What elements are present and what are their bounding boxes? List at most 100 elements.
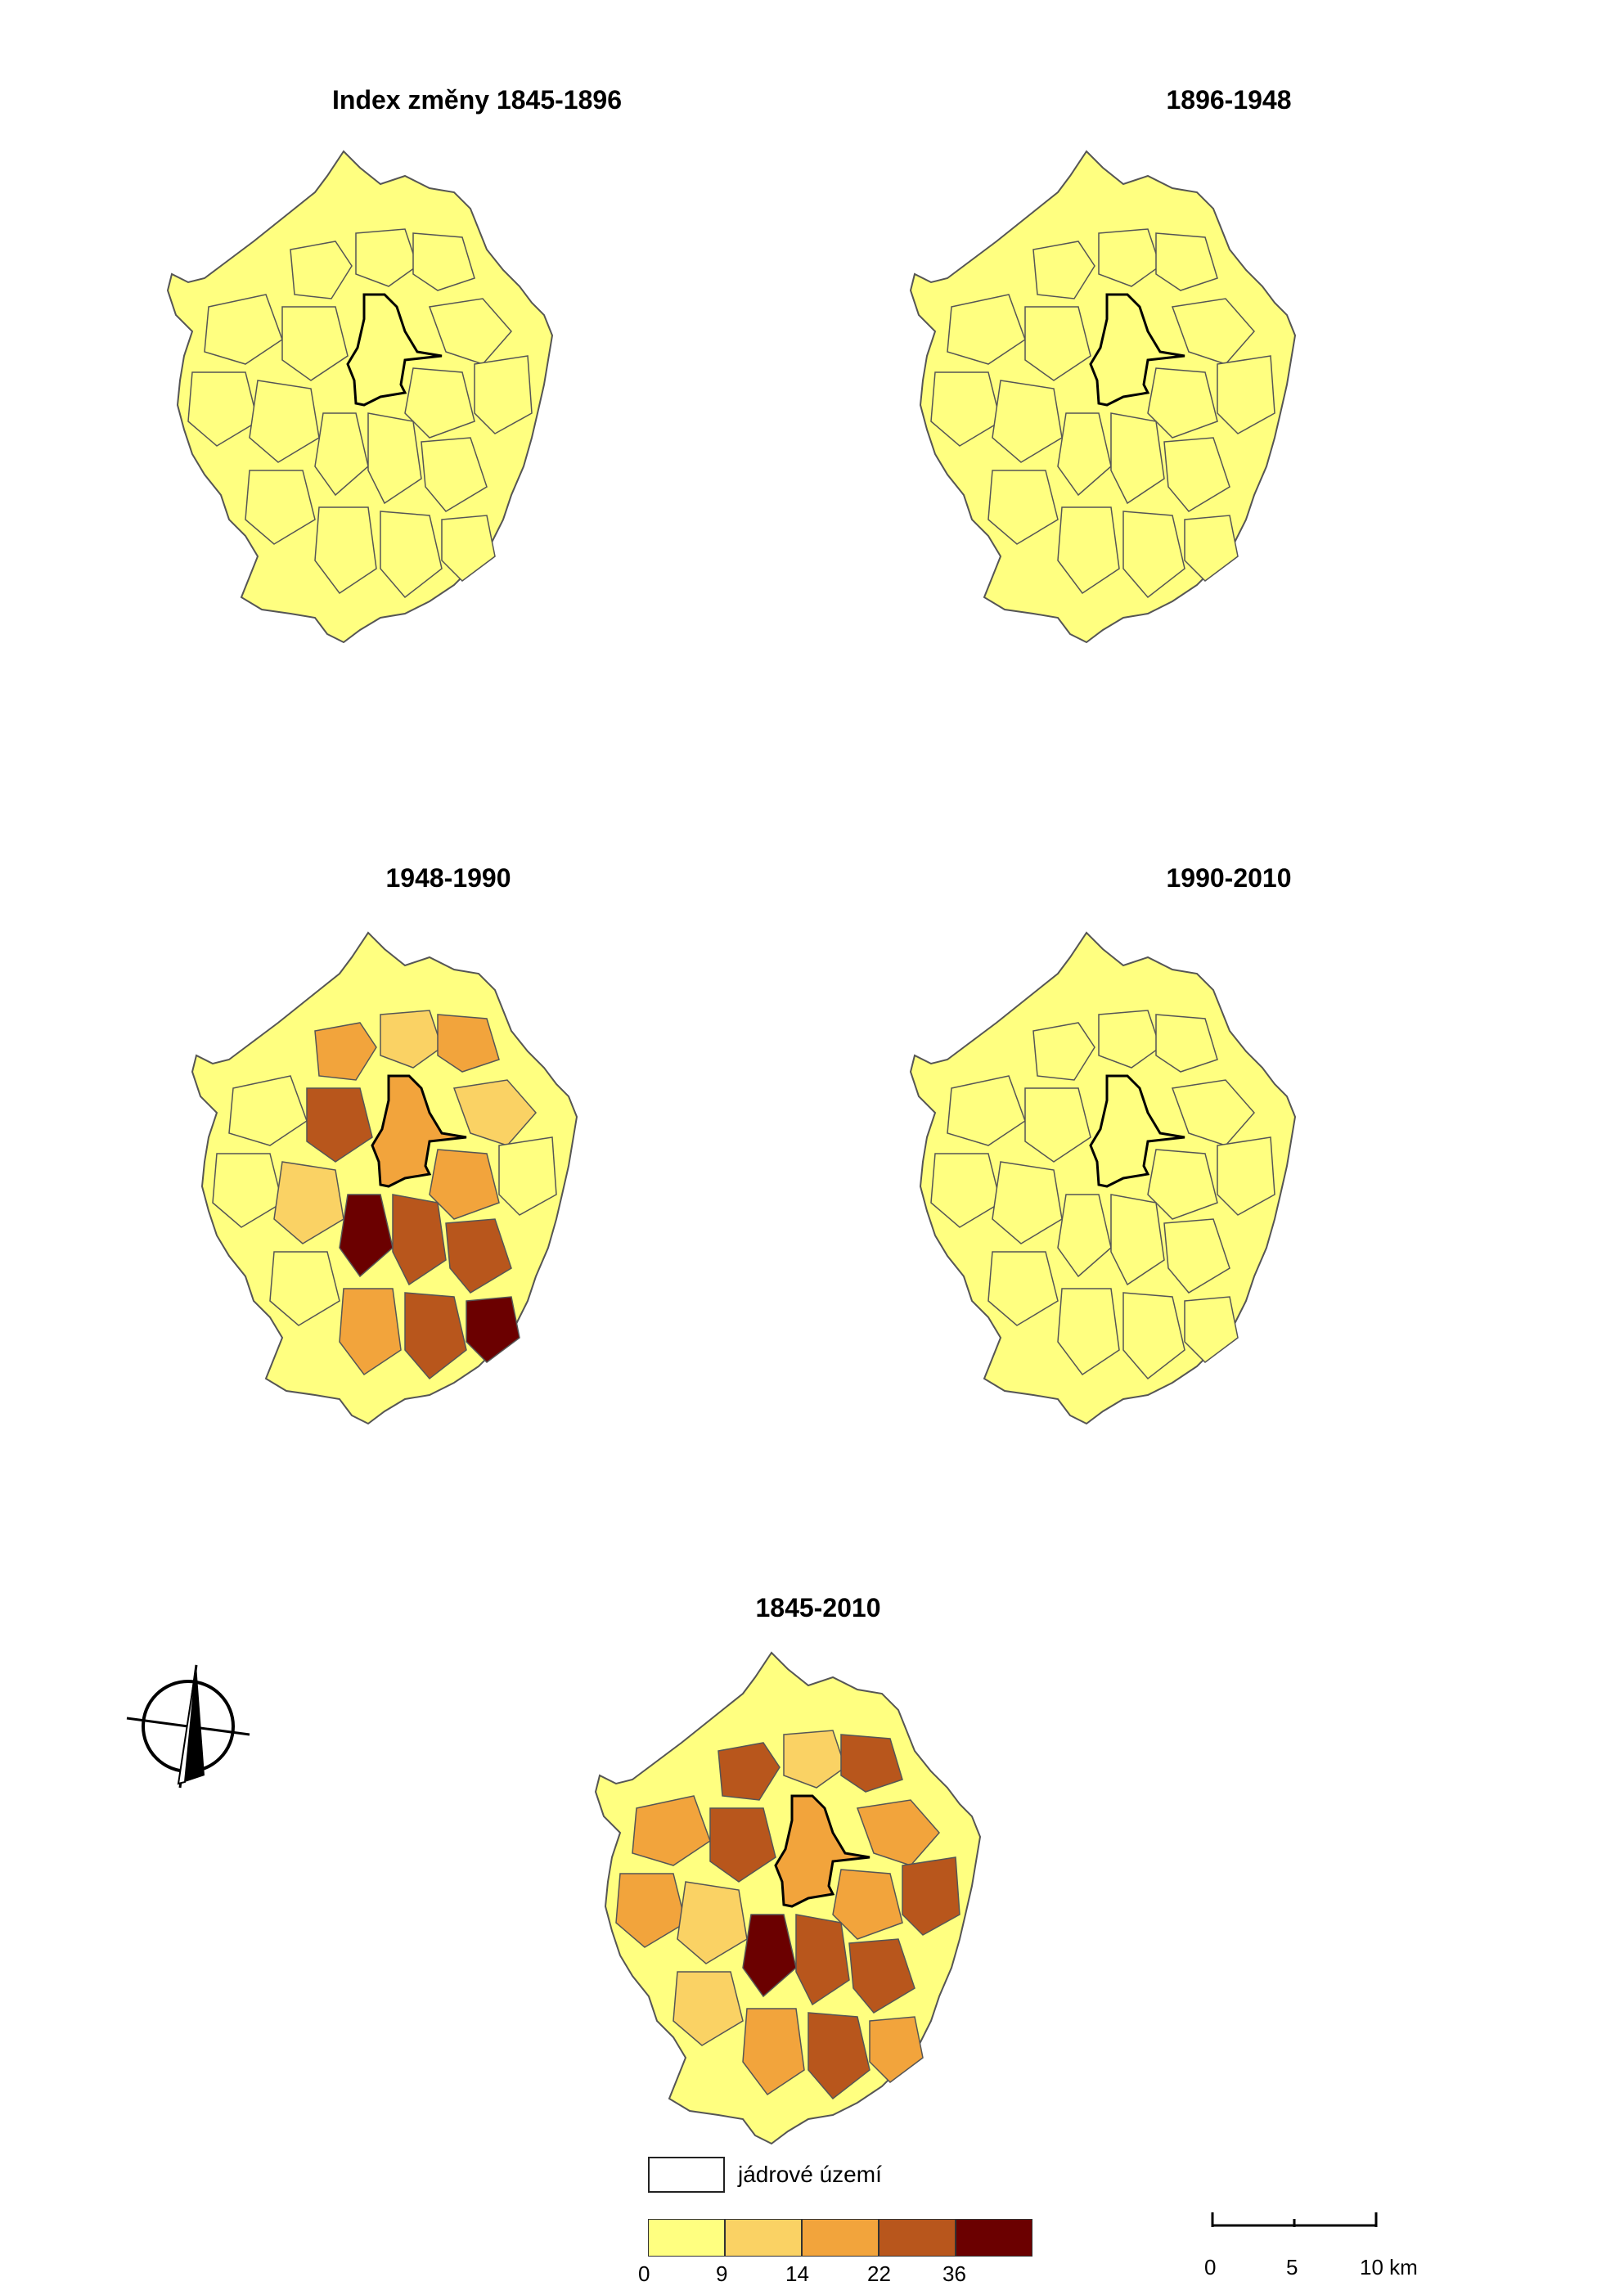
municipality-r4 (228, 1075, 308, 1146)
municipality-r14 (987, 1251, 1059, 1326)
municipality-r11 (314, 412, 369, 497)
legend-break-9: 9 (716, 2261, 728, 2286)
municipality-r11 (1057, 1194, 1112, 1278)
municipality-r10 (1217, 1136, 1275, 1216)
municipality-r9 (429, 1149, 500, 1220)
municipality-r4 (632, 1795, 711, 1866)
legend-class-swatch (725, 2219, 802, 2257)
municipality-r1 (314, 1022, 377, 1081)
municipality-r16 (1122, 511, 1185, 599)
municipality-r13 (1163, 437, 1230, 512)
municipality-r15 (1057, 1288, 1120, 1376)
municipality-r15 (742, 2008, 805, 2096)
municipality-r10 (1217, 355, 1275, 434)
map-1896-1948 (909, 150, 1297, 644)
municipality-r6 (856, 1799, 940, 1866)
map-1948-1990 (191, 931, 578, 1425)
municipality-r3 (412, 232, 475, 291)
map-1845-1896 (166, 150, 554, 644)
municipality-r16 (404, 1292, 467, 1380)
municipality-r13 (445, 1218, 512, 1294)
municipality-r6 (1171, 298, 1255, 365)
municipality-r5 (1024, 306, 1091, 381)
map-1990-2010 (909, 931, 1297, 1425)
municipality-r1 (290, 241, 353, 299)
legend-core-area-swatch (648, 2157, 725, 2193)
map-title-1845-1896: Index změny 1845-1896 (332, 85, 622, 115)
municipality-r16 (1122, 1292, 1185, 1380)
municipality-r14 (673, 1971, 744, 2046)
legend-break-14: 14 (785, 2261, 809, 2286)
municipality-r15 (314, 506, 377, 595)
municipality-r5 (709, 1807, 776, 1883)
municipality-r5 (306, 1087, 373, 1163)
municipality-r9 (1147, 367, 1218, 439)
municipality-r5 (1024, 1087, 1091, 1163)
municipality-r11 (339, 1194, 394, 1278)
municipality-r17 (1184, 515, 1239, 582)
municipality-r6 (1171, 1079, 1255, 1146)
municipality-r14 (245, 470, 316, 545)
map-title-1896-1948: 1896-1948 (1166, 85, 1292, 115)
municipality-r15 (1057, 506, 1120, 595)
municipality-r1 (1032, 241, 1095, 299)
municipality-r10 (902, 1856, 960, 1936)
legend-break-36: 36 (942, 2261, 966, 2286)
municipality-r7 (212, 1153, 283, 1228)
municipality-r15 (339, 1288, 402, 1376)
legend-class-swatch (956, 2219, 1032, 2257)
municipality-r8 (273, 1161, 344, 1244)
municipality-r4 (204, 294, 283, 365)
municipality-r9 (404, 367, 475, 439)
municipality-r12 (367, 412, 422, 505)
municipality-r17 (466, 1296, 520, 1363)
municipality-r10 (474, 355, 533, 434)
scale-bar (1211, 2212, 1378, 2227)
municipality-r7 (615, 1873, 686, 1948)
legend-class-swatch (802, 2219, 879, 2257)
legend-class-swatch (648, 2219, 725, 2257)
municipality-r6 (428, 298, 512, 365)
municipality-r5 (281, 306, 349, 381)
municipality-r13 (421, 437, 488, 512)
map-title-1845-2010: 1845-2010 (755, 1593, 881, 1622)
municipality-r11 (742, 1914, 797, 1998)
municipality-r7 (930, 1153, 1001, 1228)
core-area-outline (346, 293, 443, 407)
municipality-r17 (441, 515, 496, 582)
scale-tick-0: 0 (1204, 2255, 1217, 2279)
scale-tick-10: 10 km (1360, 2255, 1418, 2279)
core-area-outline (774, 1794, 870, 1908)
scale-tick-5: 5 (1286, 2255, 1298, 2279)
municipality-r4 (947, 1075, 1026, 1146)
municipality-r2 (1098, 228, 1161, 287)
core-area-outline (1089, 293, 1185, 407)
map-1845-2010 (594, 1651, 982, 2145)
municipality-r10 (498, 1136, 557, 1216)
municipality-r16 (808, 2012, 870, 2100)
municipality-r2 (380, 1010, 443, 1069)
map-title-1990-2010: 1990-2010 (1166, 863, 1292, 893)
legend-class-swatch (879, 2219, 956, 2257)
municipality-r1 (1032, 1022, 1095, 1081)
municipality-r3 (437, 1014, 500, 1073)
municipality-r17 (1184, 1296, 1239, 1363)
municipality-r14 (269, 1251, 340, 1326)
municipality-r13 (1163, 1218, 1230, 1294)
municipality-r3 (840, 1734, 903, 1793)
municipality-r17 (869, 2016, 924, 2083)
municipality-r8 (992, 1161, 1063, 1244)
municipality-r2 (1098, 1010, 1161, 1069)
legend-break-22: 22 (867, 2261, 891, 2286)
map-title-1948-1990: 1948-1990 (385, 863, 511, 893)
municipality-r12 (795, 1914, 850, 2006)
north-arrow-icon (126, 1664, 250, 1789)
municipality-r9 (1147, 1149, 1218, 1220)
municipality-r8 (992, 380, 1063, 463)
municipality-r11 (1057, 412, 1112, 497)
municipality-r9 (832, 1869, 903, 1940)
municipality-r8 (249, 380, 320, 463)
municipality-r14 (987, 470, 1059, 545)
municipality-r2 (355, 228, 418, 287)
municipality-r16 (380, 511, 443, 599)
